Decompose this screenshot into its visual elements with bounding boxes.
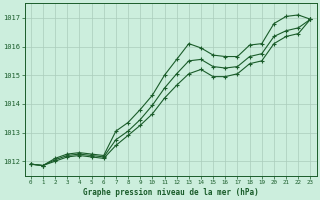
X-axis label: Graphe pression niveau de la mer (hPa): Graphe pression niveau de la mer (hPa) [83,188,259,197]
